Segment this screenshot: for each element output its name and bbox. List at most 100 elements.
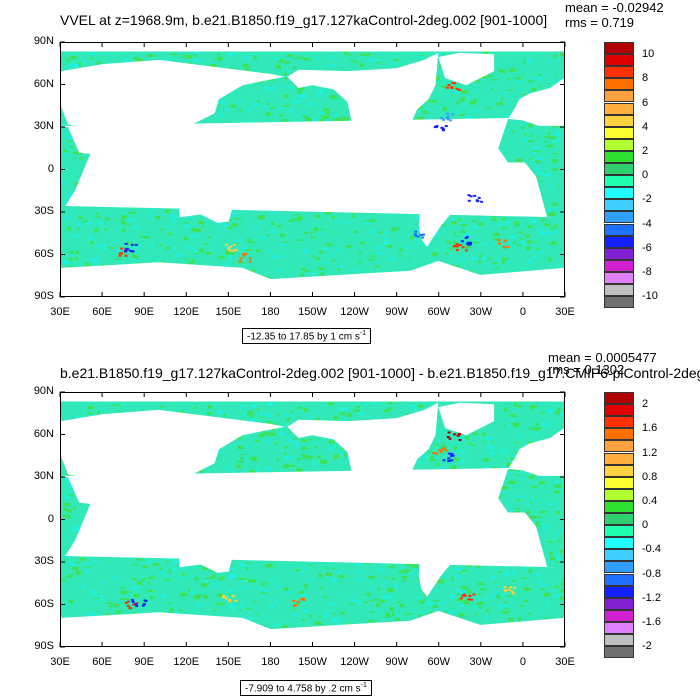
- x-tick-label: 120W: [340, 306, 369, 318]
- y-tick-label: 30N: [33, 470, 54, 482]
- x-tick-label: 90W: [385, 306, 408, 318]
- anomaly-cell: [469, 241, 473, 244]
- anomaly-cell: [460, 240, 464, 243]
- anomaly-cell: [503, 586, 507, 588]
- colorbar-swatch: [604, 404, 634, 417]
- colorbar-swatch: [604, 42, 634, 54]
- anomaly-cell: [444, 125, 448, 128]
- anomaly-cell: [244, 252, 248, 255]
- anomaly-cell: [124, 242, 128, 245]
- anomaly-cell: [508, 586, 512, 589]
- anomaly-cell: [144, 600, 148, 602]
- colorbar-swatch: [604, 513, 634, 525]
- anomaly-cell: [134, 243, 138, 246]
- anomaly-cell: [456, 245, 460, 248]
- x-tick-label: 0: [519, 306, 526, 318]
- land-mask: [408, 154, 474, 247]
- anomaly-cell: [466, 242, 470, 245]
- rms-stat: rms = 0.1302: [548, 362, 625, 377]
- y-tick-label: 30N: [33, 120, 54, 132]
- colorbar-swatch: [604, 102, 634, 115]
- anomaly-cell: [446, 436, 450, 438]
- anomaly-cell: [480, 200, 484, 203]
- x-tick-label: 30W: [469, 656, 493, 668]
- colorbar-label: -1.6: [642, 615, 661, 628]
- colorbar-swatch: [604, 621, 634, 634]
- anomaly-cell: [130, 598, 134, 601]
- anomaly-cell: [222, 596, 226, 599]
- mean-stat: mean = 0.0005477: [548, 350, 657, 365]
- colorbar-label: 0.8: [642, 470, 658, 483]
- colorbar-swatch: [604, 259, 634, 272]
- land-mask: [61, 610, 564, 646]
- x-tick-label: 60W: [427, 656, 451, 668]
- colorbar-swatch: [604, 211, 634, 224]
- map-plot-area: [60, 392, 565, 647]
- y-tick-label: 60N: [33, 427, 54, 440]
- anomaly-cell: [434, 125, 438, 128]
- anomaly-cell: [420, 234, 424, 236]
- land-mask: [438, 52, 495, 86]
- anomaly-cell: [462, 593, 466, 596]
- anomaly-cell: [467, 194, 471, 197]
- land-mask: [61, 43, 564, 52]
- anomaly-cell: [447, 452, 451, 455]
- land-mask: [178, 535, 233, 573]
- rms-stat: rms = 0.719: [565, 15, 635, 30]
- colorbar-swatch: [604, 138, 634, 151]
- land-mask: [408, 504, 474, 597]
- anomaly-cell: [432, 452, 436, 454]
- anomaly-cell: [118, 254, 122, 257]
- colorbar-label: 6: [642, 96, 649, 109]
- anomaly-cell: [451, 81, 455, 84]
- land-mask: [378, 491, 414, 509]
- colorbar-swatch: [604, 488, 634, 501]
- colorbar-swatch: [604, 90, 634, 103]
- colorbar-label: -8: [642, 265, 652, 278]
- colorbar-swatch: [604, 634, 634, 646]
- x-tick-label: 60W: [427, 306, 451, 318]
- anomaly-cell: [130, 243, 134, 246]
- land-mask: [61, 260, 564, 296]
- y-tick-label: 60N: [33, 77, 54, 90]
- anomaly-cell: [455, 249, 459, 252]
- range-label: -12.35 to 17.85 by 1 cm s-1: [242, 328, 372, 345]
- anomaly-cell: [131, 600, 135, 603]
- colorbar-label: -2: [642, 193, 652, 206]
- anomaly-cell: [301, 597, 305, 600]
- anomaly-cell: [458, 433, 462, 436]
- x-tick-label: 0: [519, 656, 526, 668]
- bottom-map-panel: b.e21.B1850.f19_g17.127kaControl-2deg.00…: [0, 350, 700, 700]
- x-tick-label: 30E: [555, 656, 575, 668]
- colorbar-swatch: [604, 476, 634, 489]
- top-map-panel: VVEL at z=1968.9m, b.e21.B1850.f19_g17.1…: [33, 0, 664, 345]
- anomaly-cell: [504, 239, 508, 242]
- colorbar-swatch: [604, 114, 634, 127]
- anomaly-cell: [131, 250, 135, 253]
- anomaly-cell: [463, 594, 467, 597]
- anomaly-cell: [511, 592, 515, 595]
- anomaly-cell: [132, 603, 136, 606]
- land-mask: [378, 141, 414, 159]
- land-mask: [61, 393, 564, 402]
- colorbar-swatch: [604, 271, 634, 284]
- colorbar-swatch: [604, 187, 634, 200]
- anomaly-cell: [422, 233, 425, 236]
- x-tick-label: 150E: [215, 306, 242, 318]
- anomaly-cell: [441, 127, 445, 130]
- colorbar-swatch: [604, 537, 634, 550]
- anomaly-cell: [442, 459, 446, 462]
- anomaly-cell: [467, 598, 471, 601]
- anomaly-cell: [470, 598, 474, 601]
- anomaly-cell: [123, 250, 127, 253]
- range-label: -7.909 to 4.758 by .2 cm s-1: [240, 680, 372, 697]
- anomaly-cell: [458, 439, 462, 441]
- x-tick-label: 90W: [385, 656, 408, 668]
- anomaly-cell: [435, 452, 439, 455]
- y-tick-label: 90N: [33, 385, 54, 397]
- anomaly-cell: [451, 113, 455, 116]
- anomaly-cell: [465, 235, 469, 238]
- anomaly-cell: [472, 593, 476, 596]
- colorbar-swatch: [604, 609, 634, 622]
- anomaly-cell: [231, 595, 235, 598]
